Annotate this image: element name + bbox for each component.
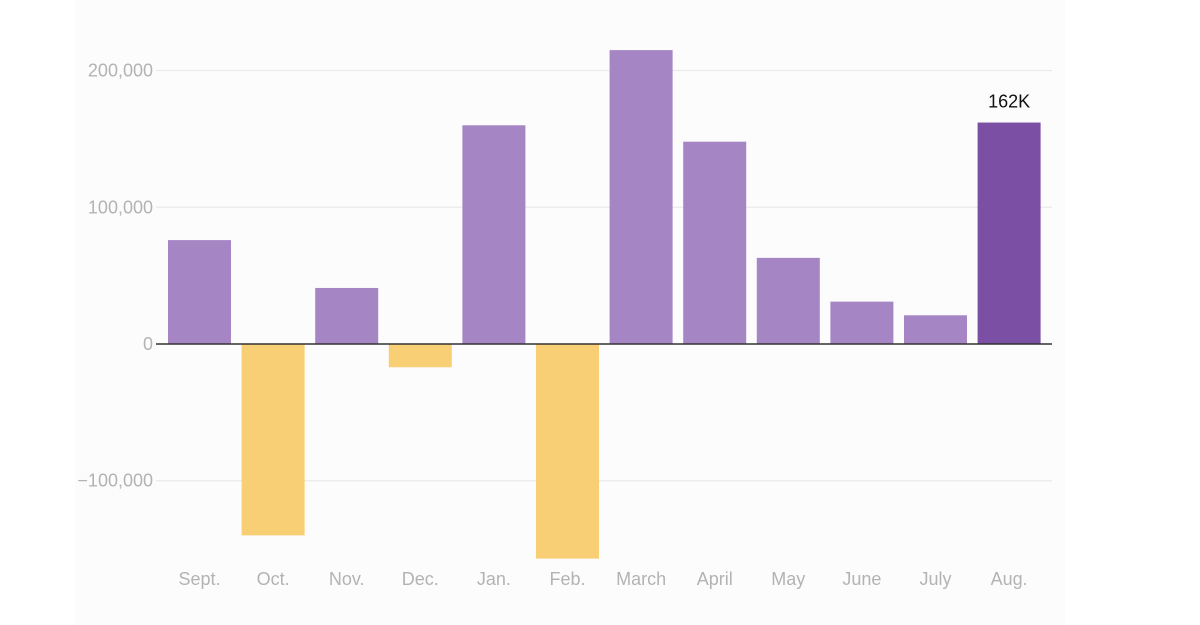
bar-july [904, 315, 967, 344]
x-tick-label: July [919, 569, 951, 589]
bar-aug [977, 122, 1041, 345]
bar-sept [168, 240, 231, 344]
y-tick-label: 100,000 [88, 197, 153, 217]
x-tick-label: Sept. [178, 569, 220, 589]
bar-oct [241, 344, 305, 536]
x-tick-label: Jan. [477, 569, 511, 589]
bar-nov [315, 287, 379, 344]
x-tick-label: Oct. [257, 569, 290, 589]
x-axis-labels: Sept. Oct. Nov. Dec. Jan. Feb. March April May Ju… [178, 569, 1027, 589]
bar-april [683, 141, 747, 344]
bar-march [609, 50, 673, 344]
x-tick-label: Dec. [402, 569, 439, 589]
data-label: 162K [988, 92, 1030, 112]
y-axis-ticks: 200,000 100,000 0 −100,000 [77, 61, 153, 491]
x-tick-label: March [616, 569, 666, 589]
bar-dec [388, 344, 452, 368]
x-tick-label: Aug. [991, 569, 1028, 589]
y-tick-label: 0 [143, 334, 153, 354]
x-tick-label: Nov. [329, 569, 365, 589]
bars [168, 50, 1041, 559]
x-tick-label: May [771, 569, 805, 589]
data-annotations: 162K [988, 92, 1030, 112]
x-tick-label: April [697, 569, 733, 589]
x-tick-label: June [842, 569, 881, 589]
bar-june [830, 301, 894, 344]
bar-may [756, 257, 820, 344]
x-tick-label: Feb. [549, 569, 585, 589]
bar-jan [462, 125, 526, 344]
y-tick-label: −100,000 [77, 471, 153, 491]
gridlines [156, 70, 1052, 482]
y-tick-label: 200,000 [88, 61, 153, 81]
bar-feb [536, 344, 599, 559]
